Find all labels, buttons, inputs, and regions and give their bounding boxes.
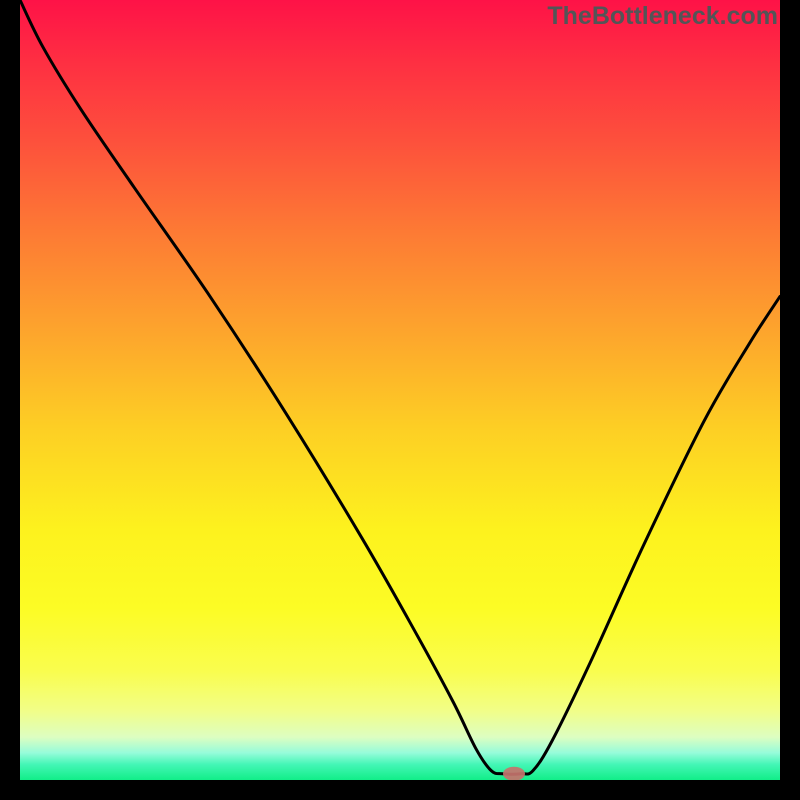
optimal-marker bbox=[503, 767, 525, 780]
frame-bottom bbox=[0, 780, 800, 800]
bottleneck-curve bbox=[20, 0, 780, 774]
bottleneck-curve-svg bbox=[20, 0, 780, 780]
frame-right bbox=[780, 0, 800, 800]
watermark-text: TheBottleneck.com bbox=[547, 2, 778, 31]
frame-left bbox=[0, 0, 20, 800]
bottleneck-plot bbox=[20, 0, 780, 780]
